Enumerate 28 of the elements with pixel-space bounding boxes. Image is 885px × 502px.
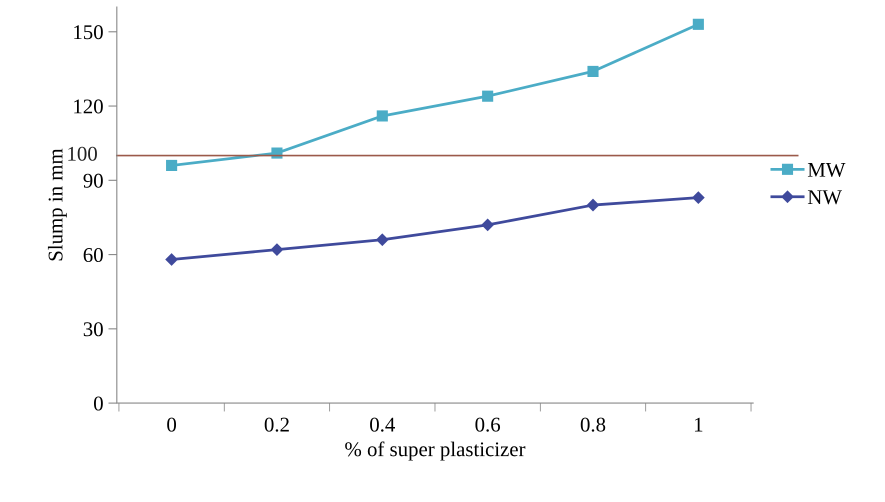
point xyxy=(692,192,704,204)
x-tick-label: 1 xyxy=(694,418,702,432)
legend-label: MW xyxy=(808,163,846,177)
x-tick-label: 0.8 xyxy=(580,418,606,432)
y-axis-title: Slump in mm xyxy=(48,148,67,260)
legend-label: NW xyxy=(808,190,842,204)
point xyxy=(376,110,388,122)
y-tick-label: 0 xyxy=(94,396,103,411)
x-tick-label: 0.2 xyxy=(264,418,289,432)
y-tick-label: 30 xyxy=(84,322,103,336)
y-tick-label: 150 xyxy=(74,25,103,40)
point xyxy=(482,218,494,231)
point xyxy=(692,18,704,30)
x-tick-label: 0 xyxy=(167,418,176,432)
y-tick-label: 120 xyxy=(74,99,103,114)
point xyxy=(586,198,600,212)
x-tick-label: 0.6 xyxy=(475,418,500,432)
point xyxy=(166,160,178,172)
point xyxy=(482,90,494,102)
point xyxy=(376,234,388,246)
y-tick-label: 90 xyxy=(83,174,103,188)
point xyxy=(270,244,284,256)
x-tick-label: 0.4 xyxy=(370,418,395,432)
point xyxy=(166,253,178,266)
y-tick-label: 60 xyxy=(84,248,103,262)
x-axis-title: % of super plasticizer xyxy=(345,441,526,461)
ref-line-label: 100 xyxy=(68,146,97,161)
point xyxy=(587,66,599,77)
